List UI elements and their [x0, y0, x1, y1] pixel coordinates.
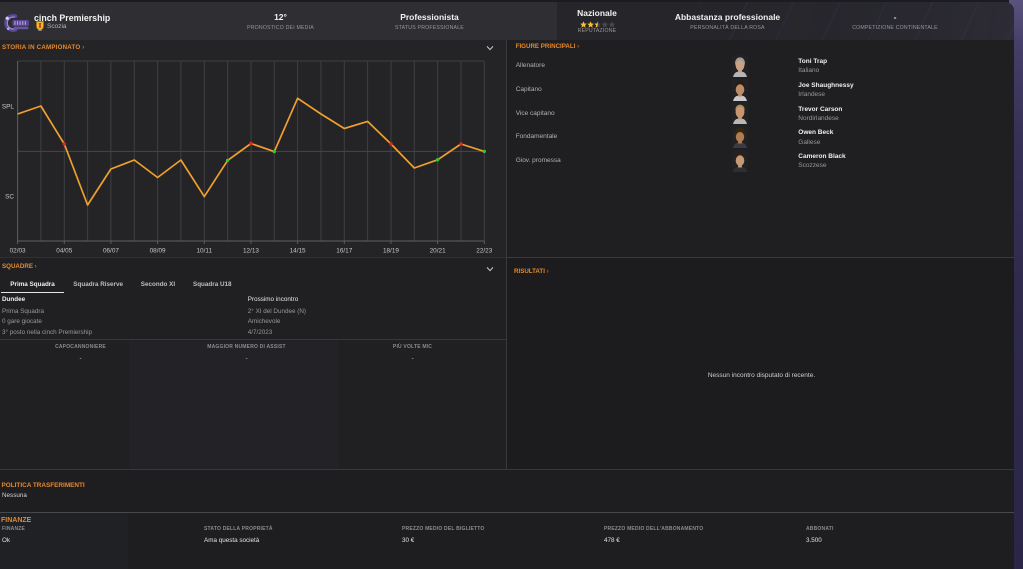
- svg-text:04/05: 04/05: [56, 248, 72, 255]
- svg-text:20/21: 20/21: [430, 248, 446, 255]
- svg-text:06/07: 06/07: [103, 248, 119, 255]
- svg-text:SC: SC: [5, 193, 14, 200]
- svg-text:12/13: 12/13: [243, 248, 259, 255]
- svg-text:18/19: 18/19: [383, 248, 399, 255]
- svg-text:10/11: 10/11: [197, 248, 213, 255]
- svg-text:16/17: 16/17: [336, 248, 352, 255]
- svg-text:22/23: 22/23: [476, 248, 492, 255]
- svg-text:14/15: 14/15: [290, 248, 306, 255]
- svg-text:SPL: SPL: [2, 103, 15, 110]
- svg-text:02/03: 02/03: [10, 248, 26, 255]
- svg-text:08/09: 08/09: [150, 248, 166, 255]
